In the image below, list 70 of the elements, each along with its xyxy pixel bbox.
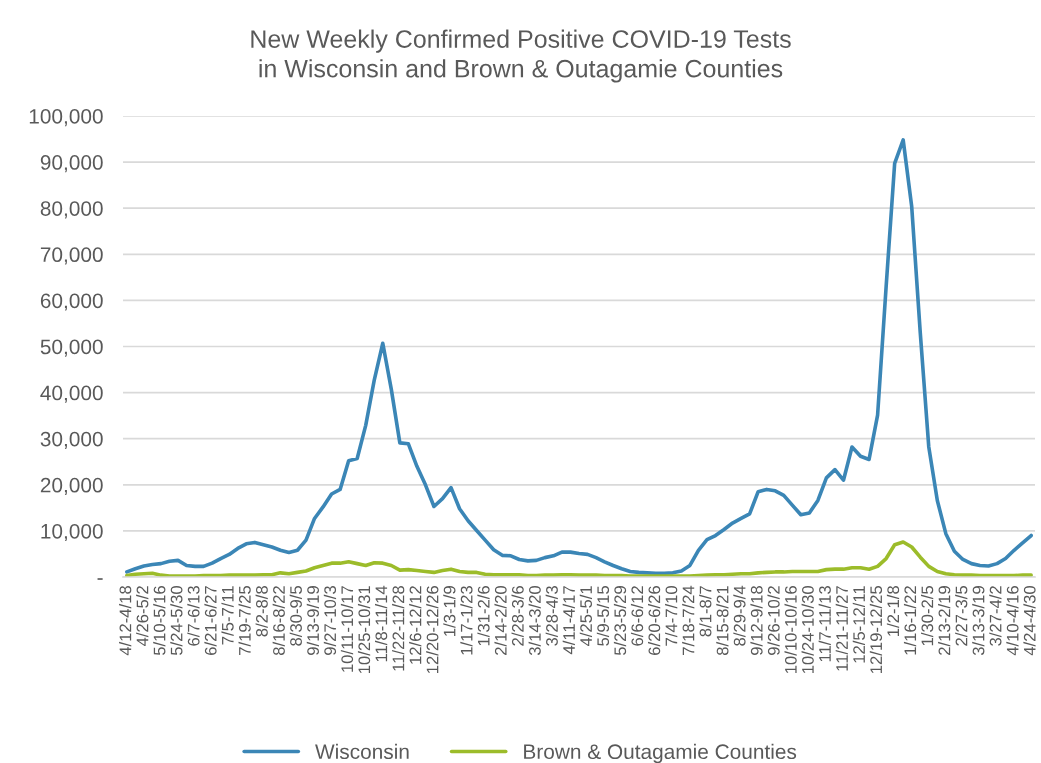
x-tick-label: 11/7-11/13: [818, 586, 831, 662]
x-tick-label: 4/24-4/30: [1023, 585, 1036, 656]
x-tick-label: 4/26-5/2: [136, 586, 149, 647]
x-tick-label: 8/15-8/21: [716, 586, 729, 656]
x-tick-label: 2/14-2/20: [494, 585, 507, 655]
x-tick-label: 4/12-4/18: [119, 586, 132, 656]
x-tick-label: 7/19-7/25: [238, 586, 251, 655]
x-tick-label: 1/2-1/8: [886, 586, 900, 636]
x-tick-label: 12/19-12/25: [869, 586, 883, 674]
y-tick-label: -: [97, 578, 103, 580]
y-tick-label: 70,000: [40, 247, 103, 265]
x-tick-label: 4/10-4/16: [1006, 586, 1019, 656]
x-tick-label: 8/2-8/8: [255, 586, 268, 637]
x-tick-label: 2/27-3/5: [955, 586, 968, 646]
x-tick-label: 5/23-5/29: [613, 586, 627, 656]
x-tick-label: 9/13-9/19: [306, 586, 319, 655]
x-tick-label: 6/7-6/13: [187, 586, 200, 646]
x-tick-label: 2/13-2/19: [938, 586, 951, 655]
y-tick-label: 100,000: [29, 109, 103, 127]
line-series: [125, 540, 1033, 577]
line-series: [125, 138, 1033, 576]
x-tick-label: 10/11-10/17: [340, 586, 354, 672]
x-tick-label: 9/12-9/18: [750, 586, 763, 655]
x-tick-label: 1/16-1/22: [903, 586, 917, 655]
x-tick-label: 9/26-10/2: [767, 586, 780, 655]
x-tick-label: 10/25-10/31: [357, 586, 371, 674]
x-tick-label: 1/30-2/5: [921, 586, 934, 646]
x-tick-label: 5/9-5/15: [596, 586, 610, 646]
y-tick-label: 60,000: [40, 293, 103, 311]
y-tick-label: 50,000: [40, 339, 103, 357]
y-tick-label: 10,000: [41, 523, 103, 542]
x-tick-label: 3/27-4/2: [989, 586, 1002, 646]
x-tick-label: 1/3-1/9: [443, 586, 456, 636]
x-tick-label: 3/14-3/20: [528, 585, 541, 656]
x-tick-label: 7/18-7/24: [682, 585, 695, 655]
y-tick-label: 20,000: [40, 477, 103, 496]
y-tick-label: 80,000: [40, 201, 103, 219]
x-tick-label: 7/5-7/11: [221, 586, 234, 645]
x-tick-label: 5/10-5/16: [153, 586, 166, 656]
legend-label: Brown & Outagamie Counties: [524, 743, 797, 763]
x-tick-label: 8/29-9/4: [733, 585, 746, 646]
x-tick-label: 6/21-6/27: [204, 586, 217, 655]
chart-title: New Weekly Confirmed Positive COVID-19 Tests in Wisconsin and Brown & Outagamie Counties: [251, 29, 791, 83]
x-tick-label: 3/28-4/3: [545, 586, 558, 646]
x-tick-label: 11/21-11/27: [835, 586, 848, 671]
legend-label: Wisconsin: [315, 743, 409, 760]
x-tick-label: 4/25-5/1: [579, 586, 593, 647]
x-tick-label: 6/20-6/26: [648, 586, 661, 655]
x-tick-label: 10/10-10/16: [784, 586, 797, 674]
x-tick-label: 12/6-12/12: [409, 586, 422, 664]
x-tick-label: 10/24-10/30: [801, 585, 814, 674]
x-tick-label: 8/16-8/22: [272, 586, 285, 656]
x-tick-label: 12/5-12/11: [852, 586, 866, 663]
y-tick-label: 30,000: [40, 431, 103, 449]
x-tick-label: 5/24-5/30: [170, 585, 183, 656]
y-tick-label: 90,000: [40, 155, 103, 173]
x-tick-label: 9/27-10/3: [323, 586, 337, 655]
x-tick-label: 1/31-2/6: [477, 586, 490, 646]
x-tick-label: 8/30-9/5: [289, 586, 302, 646]
x-tick-label: 6/6-6/12: [630, 586, 644, 646]
x-tick-label: 1/17-1/23: [460, 586, 473, 655]
x-tick-label: 3/13-3/19: [972, 586, 985, 656]
x-tick-label: 2/28-3/6: [511, 586, 524, 646]
x-tick-label: 4/11-4/17: [562, 586, 575, 655]
y-tick-label: 40,000: [40, 385, 103, 403]
x-tick-label: 11/22-11/28: [392, 586, 405, 671]
x-tick-label: 7/4-7/10: [665, 585, 678, 646]
x-tick-label: 11/8-11/14: [375, 585, 388, 662]
x-tick-label: 8/1-8/7: [699, 586, 712, 637]
x-tick-label: 12/20-12/26: [426, 586, 439, 674]
